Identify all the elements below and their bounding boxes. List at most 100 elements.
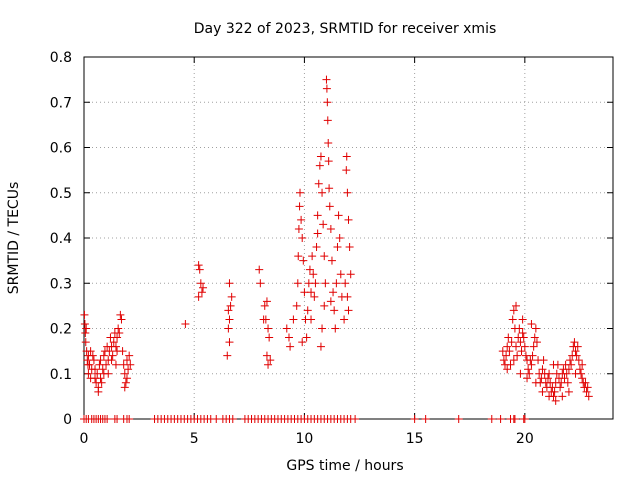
data-point — [344, 306, 353, 315]
data-point — [523, 374, 532, 383]
data-point — [125, 351, 134, 360]
data-point — [197, 288, 206, 297]
data-point — [509, 306, 518, 315]
data-point — [503, 365, 512, 374]
data-point — [323, 98, 332, 107]
data-point — [313, 211, 322, 220]
data-point — [297, 215, 306, 224]
x-tick-label: 15 — [406, 431, 424, 447]
y-tick-label: 0.8 — [50, 50, 72, 66]
data-point — [335, 234, 344, 242]
y-tick-label: 0.3 — [50, 276, 72, 292]
data-point — [196, 279, 205, 288]
data-point — [265, 333, 274, 342]
data-point — [564, 387, 573, 396]
data-point — [327, 256, 336, 265]
x-tick-labels: 0 5 10 15 20 — [80, 431, 534, 447]
data-point — [122, 356, 131, 365]
data-point — [303, 306, 312, 315]
data-point — [518, 329, 527, 338]
data-point — [307, 288, 316, 297]
y-tick-label: 0.7 — [50, 95, 72, 111]
data-point — [324, 157, 333, 166]
data-point — [94, 387, 103, 396]
data-point — [111, 342, 120, 351]
data-point — [91, 365, 100, 374]
data-point — [104, 369, 113, 378]
x-tick-label: 0 — [80, 431, 89, 447]
data-point — [114, 324, 123, 333]
data-point — [228, 415, 237, 423]
data-point — [105, 347, 114, 356]
data-point — [289, 315, 298, 324]
data-point — [309, 270, 318, 279]
data-point — [528, 351, 537, 360]
data-point — [308, 252, 317, 261]
data-point — [81, 338, 90, 347]
data-point — [109, 338, 118, 347]
data-point — [525, 369, 534, 378]
data-point — [516, 338, 525, 347]
data-point — [509, 356, 518, 365]
data-point — [538, 387, 547, 396]
data-point — [96, 356, 105, 365]
data-point — [97, 378, 106, 387]
data-point — [548, 383, 557, 392]
data-point — [543, 374, 552, 383]
data-point — [80, 310, 89, 319]
data-point — [567, 360, 576, 369]
data-point — [582, 387, 591, 396]
data-point — [325, 202, 334, 211]
data-point — [487, 415, 496, 423]
data-point — [296, 188, 305, 197]
data-point — [108, 351, 117, 360]
data-point — [294, 224, 303, 233]
data-point — [107, 356, 116, 365]
data-point — [563, 378, 572, 387]
data-point — [343, 188, 352, 197]
data-point — [510, 415, 519, 423]
data-points — [80, 75, 593, 423]
data-point — [126, 360, 135, 369]
data-point — [282, 324, 291, 333]
y-tick-label: 0.4 — [50, 231, 72, 247]
data-point — [319, 220, 328, 229]
data-point — [499, 356, 508, 365]
data-point — [512, 301, 521, 310]
data-point — [524, 365, 533, 374]
data-point — [496, 415, 505, 423]
data-point — [295, 202, 304, 211]
data-point — [519, 333, 528, 342]
data-point — [531, 324, 540, 333]
y-tick-labels: 0 0.1 0.2 0.3 0.4 0.5 0.6 0.7 0.8 — [50, 50, 72, 428]
data-point — [340, 315, 349, 324]
data-point — [342, 166, 351, 175]
data-point — [545, 392, 554, 401]
data-point — [503, 342, 512, 351]
data-point — [550, 387, 559, 396]
data-point — [113, 347, 122, 356]
data-point — [312, 243, 321, 252]
data-point — [410, 415, 419, 423]
data-point — [520, 342, 529, 351]
data-point — [256, 279, 265, 288]
data-point — [516, 369, 525, 378]
y-axis-label: SRMTID / TECUs — [6, 182, 22, 295]
data-point — [125, 415, 134, 423]
data-point — [321, 279, 330, 288]
data-point — [316, 342, 325, 351]
data-point — [329, 288, 338, 297]
data-point — [266, 356, 275, 365]
data-point — [330, 306, 339, 315]
data-point — [322, 75, 331, 84]
data-point — [322, 84, 331, 93]
data-point — [99, 351, 108, 360]
data-point — [223, 351, 232, 360]
data-point — [259, 315, 268, 324]
data-point — [194, 292, 203, 301]
data-point — [313, 229, 322, 238]
data-point — [294, 252, 303, 261]
data-point — [316, 152, 325, 161]
data-point — [527, 360, 536, 369]
